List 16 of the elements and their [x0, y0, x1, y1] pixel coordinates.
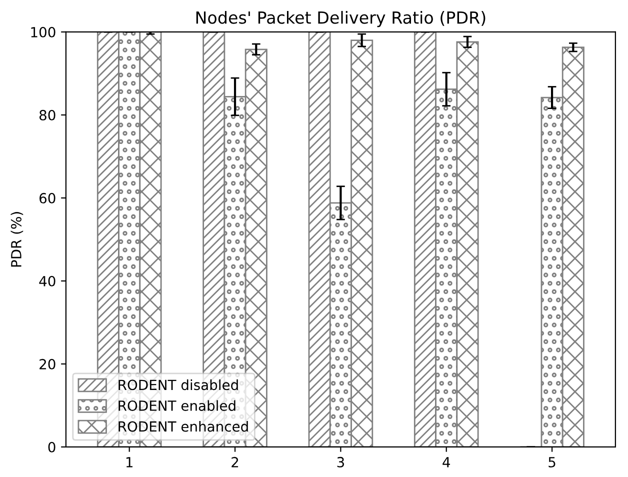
y-tick-label: 0 [48, 442, 56, 452]
chart-title: Nodes' Packet Delivery Ratio (PDR) [196, 10, 486, 28]
y-tick-label: 40 [39, 276, 56, 286]
y-axis-title: PDR (%) [10, 212, 24, 267]
legend-label: RODENT enabled [118, 400, 236, 411]
legend-label: RODENT enhanced [118, 421, 248, 432]
x-tick-label: 3 [337, 456, 344, 468]
x-tick-label: 4 [442, 457, 450, 468]
y-tick-label: 100 [31, 26, 56, 38]
y-tick-label: 20 [40, 358, 56, 370]
legend-label: RODENT disabled [118, 379, 238, 390]
x-tick-label: 1 [126, 457, 132, 468]
x-tick-label: 2 [232, 456, 238, 468]
y-tick-label: 60 [40, 192, 56, 204]
x-tick-label: 5 [548, 457, 556, 468]
y-tick-label: 80 [39, 110, 56, 120]
